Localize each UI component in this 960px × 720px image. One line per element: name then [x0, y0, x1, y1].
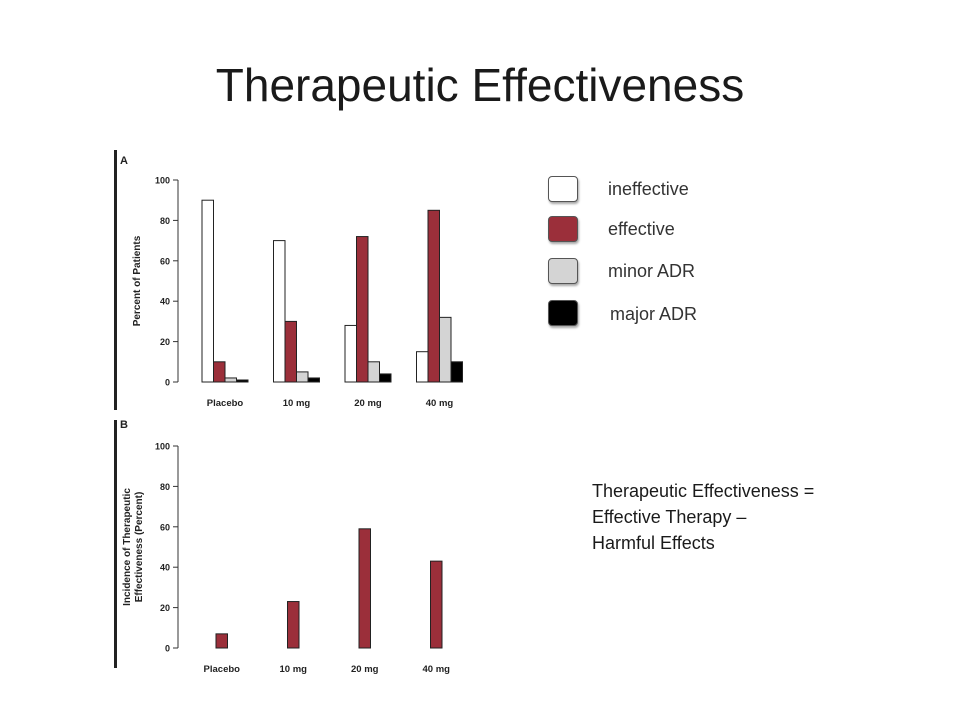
y-tick-label: 60: [160, 522, 170, 532]
bar: [356, 236, 369, 383]
legend-swatch: [548, 176, 578, 202]
y-axis-label: Percent of Patients: [132, 235, 143, 326]
y-tick-label: 0: [165, 378, 170, 388]
legend-label: major ADR: [610, 304, 698, 324]
page-title: Therapeutic Effectiveness: [215, 59, 745, 111]
y-axis-label: Effectiveness (Percent): [134, 492, 145, 603]
y-axis-label: Incidence of Therapeutic: [122, 488, 133, 606]
bar: [287, 601, 300, 649]
y-tick-label: 60: [160, 256, 170, 266]
y-tick-label: 40: [160, 297, 170, 307]
bar: [213, 361, 226, 383]
bar: [450, 361, 463, 383]
bar: [201, 199, 214, 383]
bar: [416, 351, 429, 383]
x-tick-label: 20 mg: [354, 398, 382, 409]
x-tick-label: Placebo: [207, 398, 244, 409]
bar: [284, 320, 297, 383]
legend-swatch: [548, 300, 578, 326]
legend-label: ineffective: [608, 179, 689, 199]
note-line: Effective Therapy –: [592, 507, 747, 527]
chart-a-svg: A 0 20 40 60 80 100 Percent of Patients Placebo 1…: [120, 155, 463, 409]
x-tick-label: Placebo: [204, 664, 241, 675]
bar: [215, 633, 228, 649]
x-tick-label: 40 mg: [423, 664, 451, 675]
legend-label: minor ADR: [608, 261, 696, 281]
y-tick-label: 80: [160, 216, 170, 226]
formula-note: Therapeutic Effectiveness = Effective Th…: [592, 478, 892, 556]
bar: [307, 377, 320, 383]
chart-panel-b: B 0 20 40 60 80 100 Incidence of Therapeutic Eff…: [118, 414, 478, 676]
legend-label: effective: [608, 219, 675, 239]
y-tick-label: 100: [155, 442, 170, 452]
panel-label: A: [120, 155, 128, 167]
x-tick-label: 10 mg: [283, 398, 311, 409]
y-tick-label: 20: [160, 337, 170, 347]
bar: [367, 361, 380, 383]
bar: [236, 379, 249, 383]
bar: [344, 324, 357, 383]
x-tick-label: 20 mg: [351, 664, 379, 675]
figure-border-bottom: [114, 420, 117, 668]
bar: [358, 528, 371, 649]
y-tick-label: 20: [160, 603, 170, 613]
x-tick-label: 10 mg: [280, 664, 308, 675]
bar: [273, 240, 286, 383]
chart-b-svg: B 0 20 40 60 80 100 Incidence of Therapeutic Eff…: [120, 419, 451, 675]
legend-swatch: [548, 216, 578, 242]
bar: [224, 377, 237, 383]
bar: [430, 560, 443, 649]
y-tick-label: 40: [160, 563, 170, 573]
figure-border-top: [114, 150, 117, 410]
panel-label: B: [120, 419, 128, 431]
bar: [439, 316, 452, 383]
x-tick-label: 40 mg: [426, 398, 454, 409]
bar: [296, 371, 309, 383]
chart-panel-a: A 0 20 40 60 80 100 Percent of Patients Placebo 1…: [118, 146, 478, 412]
legend-swatch: [548, 258, 578, 284]
y-tick-label: 100: [155, 176, 170, 186]
note-line: Harmful Effects: [592, 533, 715, 553]
bar: [427, 209, 440, 383]
y-tick-label: 80: [160, 482, 170, 492]
y-tick-label: 0: [165, 644, 170, 654]
bar: [379, 373, 392, 383]
note-line: Therapeutic Effectiveness =: [592, 481, 815, 501]
